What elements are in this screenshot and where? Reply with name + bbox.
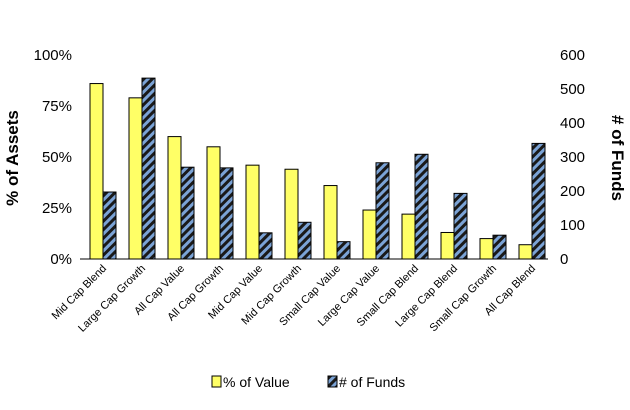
bar-pct-value [440, 231, 455, 260]
y-tick-label-left: 25% [42, 200, 72, 217]
y-tick-label-left: 75% [42, 98, 72, 115]
bar-num-funds [141, 77, 156, 260]
bar-pct-value [206, 146, 221, 260]
bar-num-funds [180, 166, 195, 260]
y-tick-label-right: 200 [560, 183, 585, 200]
legend-label: % of Value [223, 374, 290, 390]
bar-pct-value [479, 238, 494, 260]
bar-num-funds [414, 153, 429, 260]
y-tick-label-left: 50% [42, 149, 72, 166]
y-axis-title-left: % of Assets [3, 110, 22, 206]
legend: % of Value # of Funds [211, 374, 405, 390]
y-tick-label-left: 0% [50, 251, 72, 268]
bar-num-funds [297, 221, 312, 260]
bar-num-funds [219, 167, 234, 260]
plot-bars [89, 77, 546, 260]
bar-num-funds [336, 241, 351, 260]
bar-num-funds [453, 192, 468, 260]
bar-num-funds [492, 234, 507, 260]
bar-num-funds [258, 232, 273, 260]
y-tick-label-left: 100% [34, 47, 72, 64]
bar-num-funds [375, 162, 390, 260]
bar-pct-value [167, 136, 182, 260]
bar-pct-value [401, 213, 416, 260]
bar-pct-value [323, 185, 338, 260]
y-tick-label-right: 500 [560, 81, 585, 98]
bar-num-funds [102, 191, 117, 260]
legend-label: # of Funds [339, 374, 405, 390]
legend-swatch [327, 375, 338, 388]
y-tick-label-right: 0 [560, 251, 568, 268]
y-axis-title-right: # of Funds [608, 115, 627, 201]
y-tick-label-right: 100 [560, 217, 585, 234]
bar-pct-value [245, 164, 260, 260]
x-tick-label: Small Cap Growth [428, 263, 500, 335]
bar-num-funds [531, 142, 546, 260]
bar-pct-value [518, 244, 533, 260]
x-tick-label: Large Cap Growth [76, 263, 148, 335]
y-tick-label-right: 400 [560, 115, 585, 132]
bar-pct-value [362, 209, 377, 260]
bar-pct-value [284, 168, 299, 260]
y-tick-label-right: 300 [560, 149, 585, 166]
legend-swatch [211, 375, 222, 388]
bar-pct-value [89, 83, 104, 260]
bar-pct-value [128, 97, 143, 260]
y-tick-label-right: 600 [560, 47, 585, 64]
